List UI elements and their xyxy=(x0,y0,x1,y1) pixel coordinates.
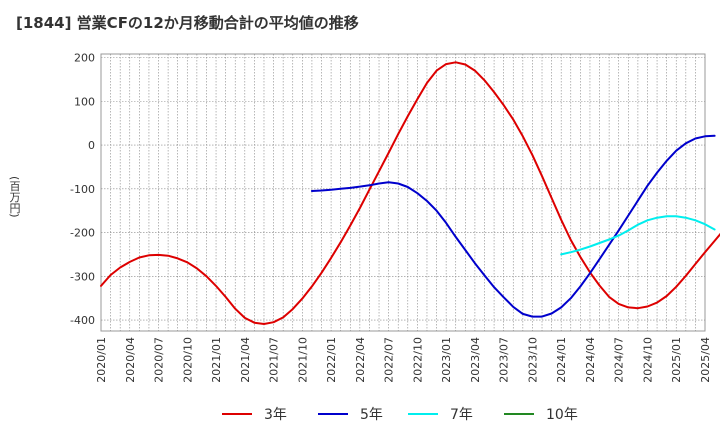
x-tick-label: 2021/04 xyxy=(239,337,252,383)
y-tick-label: 200 xyxy=(74,52,95,65)
x-tick-label: 2022/04 xyxy=(354,337,367,383)
series-line-3年 xyxy=(100,61,720,325)
legend-label: 3年 xyxy=(264,407,287,423)
legend-label: 5年 xyxy=(360,407,383,423)
y-tick-label: -400 xyxy=(70,314,95,327)
x-tick-label: 2021/01 xyxy=(210,337,223,383)
x-axis-tick-labels: 2020/01 2020/04 2020/07 2020/10 2021/01 2021/… xyxy=(95,337,712,383)
x-tick-label: 2020/04 xyxy=(124,337,137,383)
chart-title: [1844] 営業CFの12か月移動合計の平均値の推移 xyxy=(16,14,359,32)
x-tick-label: 2024/01 xyxy=(555,337,568,383)
plot-area xyxy=(100,53,706,332)
x-tick-label: 2020/01 xyxy=(95,337,108,383)
vertical-gridlines xyxy=(110,54,696,331)
x-tick-label: 2021/10 xyxy=(296,337,309,383)
y-tick-label: 100 xyxy=(74,95,95,108)
y-tick-label: -200 xyxy=(70,227,95,240)
x-tick-label: 2024/04 xyxy=(584,337,597,383)
legend-label: 7年 xyxy=(450,407,473,423)
series-lines xyxy=(100,61,720,325)
y-tick-label: -300 xyxy=(70,270,95,283)
x-tick-label: 2022/07 xyxy=(383,337,396,383)
y-tick-label: -100 xyxy=(70,183,95,196)
x-tick-label: 2025/01 xyxy=(670,337,683,383)
x-tick-label: 2020/07 xyxy=(153,337,166,383)
y-axis-unit-label: (百万円) xyxy=(8,176,21,218)
series-line-5年 xyxy=(310,134,716,318)
y-tick-label: 0 xyxy=(88,139,95,152)
y-axis-tick-labels: 200 100 0 -100 -200 -300 -400 xyxy=(70,52,95,328)
x-tick-label: 2024/07 xyxy=(613,337,626,383)
legend-label: 10年 xyxy=(546,407,578,423)
x-tick-label: 2020/10 xyxy=(181,337,194,383)
x-tick-label: 2022/01 xyxy=(325,337,338,383)
x-tick-label: 2024/10 xyxy=(641,337,654,383)
x-tick-label: 2023/07 xyxy=(498,337,511,383)
series-line-7年 xyxy=(560,215,716,256)
x-tick-label: 2022/10 xyxy=(411,337,424,383)
x-tick-label: 2023/10 xyxy=(526,337,539,383)
legend: 3年 5年 7年 10年 xyxy=(222,407,578,423)
x-tick-label: 2023/04 xyxy=(469,337,482,383)
x-tick-label: 2023/01 xyxy=(440,337,453,383)
x-tick-label: 2021/07 xyxy=(268,337,281,383)
x-tick-label: 2025/04 xyxy=(699,337,712,383)
